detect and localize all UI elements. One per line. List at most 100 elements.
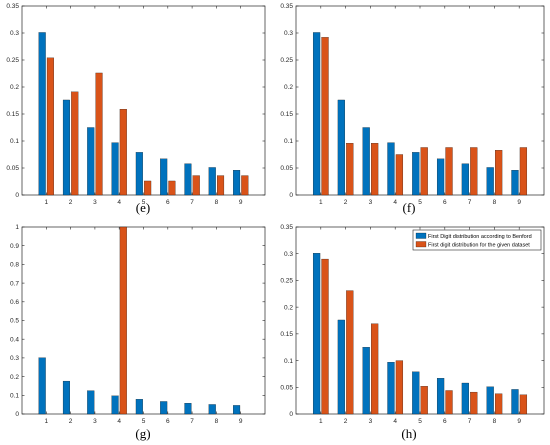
x-tick-label: 3 bbox=[369, 199, 373, 206]
bar-series-1-cat-9 bbox=[233, 405, 241, 415]
bar-series-2-cat-2 bbox=[346, 290, 354, 415]
bar-series-2-cat-4 bbox=[119, 226, 127, 415]
panel-label: (g) bbox=[135, 426, 150, 441]
x-tick-label: 6 bbox=[166, 199, 170, 206]
x-tick-label: 9 bbox=[239, 199, 243, 206]
bar-series-2-cat-1 bbox=[321, 37, 329, 196]
bar-series-2-cat-1 bbox=[46, 57, 54, 196]
bar-series-2-cat-3 bbox=[371, 143, 379, 196]
bar-series-2-cat-5 bbox=[144, 180, 152, 196]
y-tick-label: 0.3 bbox=[10, 30, 19, 37]
bar-series-1-cat-4 bbox=[111, 142, 119, 196]
bar-series-1-cat-3 bbox=[362, 127, 370, 196]
bar-series-1-cat-9 bbox=[233, 170, 241, 196]
y-tick-label: 0.25 bbox=[280, 278, 293, 285]
plot-area bbox=[21, 5, 266, 196]
y-tick-label: 0.2 bbox=[10, 84, 19, 91]
bar-series-1-cat-4 bbox=[387, 362, 395, 415]
panel-label: (h) bbox=[401, 426, 416, 441]
x-tick-label: 7 bbox=[468, 418, 472, 425]
bar-series-2-cat-4 bbox=[395, 154, 404, 196]
x-tick-label: 4 bbox=[393, 418, 397, 425]
panel-label: (f) bbox=[403, 200, 416, 215]
bar-series-1-cat-5 bbox=[135, 152, 143, 196]
bar-series-1-cat-2 bbox=[62, 99, 70, 196]
bar-series-1-cat-1 bbox=[38, 357, 46, 415]
bar-series-2-cat-9 bbox=[519, 147, 528, 196]
y-tick-label: 0.1 bbox=[284, 138, 293, 145]
x-tick-label: 3 bbox=[93, 199, 97, 206]
bar-series-1-cat-6 bbox=[436, 378, 445, 415]
x-tick-label: 5 bbox=[142, 418, 146, 425]
y-tick-label: 0 bbox=[289, 192, 293, 199]
plot-area bbox=[295, 5, 545, 196]
x-tick-label: 4 bbox=[393, 199, 397, 206]
bar-series-2-cat-8 bbox=[217, 175, 225, 196]
y-tick-label: 0.05 bbox=[280, 384, 293, 391]
y-tick-label: 0.9 bbox=[10, 243, 19, 250]
y-tick-label: 0.25 bbox=[6, 57, 19, 64]
y-tick-label: 0.05 bbox=[280, 165, 293, 172]
bar-series-1-cat-8 bbox=[208, 167, 216, 196]
legend-label-series-2: First digit distribution for the given d… bbox=[428, 242, 530, 248]
chart-panel-3: 0 0.1 0.2 0.3 0.4 0.5 0.6 0.7 0.8 0.9 1 1 2 3 4 5 6 7 8 9 (g… bbox=[10, 224, 266, 441]
bar-series-2-cat-5 bbox=[420, 147, 428, 196]
plot-area bbox=[295, 226, 545, 415]
panel-label: (e) bbox=[136, 200, 150, 215]
bar-series-2-cat-8 bbox=[495, 393, 503, 415]
x-tick-label: 8 bbox=[493, 199, 497, 206]
bar-series-1-cat-9 bbox=[511, 389, 519, 415]
x-tick-label: 8 bbox=[215, 418, 219, 425]
x-tick-label: 7 bbox=[468, 199, 472, 206]
y-tick-label: 0.15 bbox=[280, 111, 293, 118]
y-tick-label: 0 bbox=[15, 192, 19, 199]
bar-series-1-cat-2 bbox=[337, 99, 345, 196]
bar-series-2-cat-5 bbox=[420, 386, 428, 415]
x-tick-label: 2 bbox=[344, 418, 348, 425]
bar-series-1-cat-3 bbox=[87, 390, 95, 415]
x-tick-label: 2 bbox=[69, 418, 73, 425]
bar-series-2-cat-6 bbox=[445, 147, 453, 196]
x-tick-label: 9 bbox=[517, 199, 521, 206]
bar-series-2-cat-9 bbox=[519, 394, 528, 415]
x-tick-label: 4 bbox=[117, 199, 121, 206]
legend-label-series-1: First Digit distribution according to Be… bbox=[428, 234, 532, 240]
x-tick-label: 2 bbox=[69, 199, 73, 206]
x-tick-label: 6 bbox=[443, 418, 447, 425]
bar-series-1-cat-6 bbox=[160, 401, 168, 415]
bar-series-2-cat-3 bbox=[95, 72, 103, 196]
chart-panel-4: 0 0.05 0.1 0.15 0.2 0.25 0.3 0.35 1 2 3 4 5 6 7 8 9 (h) Fi… bbox=[280, 224, 545, 441]
x-tick-label: 8 bbox=[493, 418, 497, 425]
y-tick-label: 0.4 bbox=[10, 336, 19, 343]
chart-panel-1: 0 0.05 0.1 0.15 0.2 0.25 0.3 0.35 1 2 3 4 5 6 7 8 9 (e) bbox=[6, 3, 266, 215]
bar-series-1-cat-8 bbox=[486, 386, 494, 415]
bar-series-1-cat-3 bbox=[362, 347, 370, 415]
y-tick-label: 0.15 bbox=[6, 111, 19, 118]
bar-series-1-cat-1 bbox=[312, 253, 321, 415]
legend-box bbox=[412, 229, 542, 251]
y-tick-label: 0.5 bbox=[10, 318, 19, 325]
x-tick-label: 9 bbox=[517, 418, 521, 425]
bar-series-1-cat-6 bbox=[160, 158, 168, 196]
x-tick-label: 1 bbox=[44, 418, 48, 425]
bar-series-1-cat-7 bbox=[184, 163, 192, 196]
bar-series-1-cat-5 bbox=[412, 152, 420, 196]
bar-series-2-cat-9 bbox=[241, 175, 249, 196]
bar-series-2-cat-6 bbox=[445, 390, 453, 415]
y-tick-label: 0.2 bbox=[10, 374, 19, 381]
y-tick-label: 0.2 bbox=[284, 304, 293, 311]
y-tick-label: 0.15 bbox=[280, 331, 293, 338]
bar-series-2-cat-3 bbox=[371, 323, 379, 415]
bar-series-2-cat-2 bbox=[346, 143, 354, 196]
bar-series-2-cat-2 bbox=[71, 91, 79, 196]
x-tick-label: 1 bbox=[319, 199, 323, 206]
x-tick-label: 4 bbox=[117, 418, 121, 425]
y-tick-label: 0.8 bbox=[10, 262, 19, 269]
y-tick-label: 0.25 bbox=[280, 57, 293, 64]
y-tick-label: 0.3 bbox=[284, 30, 293, 37]
x-tick-label: 6 bbox=[443, 199, 447, 206]
bar-series-2-cat-7 bbox=[470, 391, 478, 415]
bar-series-1-cat-6 bbox=[436, 158, 445, 196]
bar-series-1-cat-5 bbox=[135, 399, 143, 415]
bar-series-2-cat-8 bbox=[495, 150, 503, 196]
